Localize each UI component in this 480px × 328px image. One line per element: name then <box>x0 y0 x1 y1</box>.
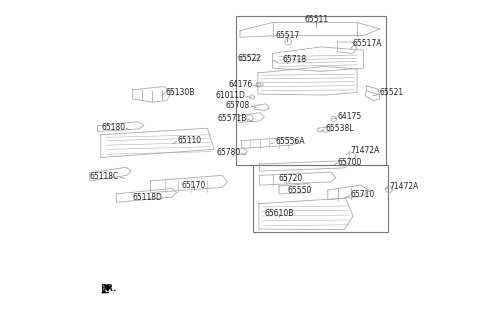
Text: FR.: FR. <box>100 284 117 293</box>
Text: 65718: 65718 <box>282 55 306 64</box>
Text: 65538L: 65538L <box>325 124 354 133</box>
Text: 65180: 65180 <box>101 123 126 132</box>
Text: 65517A: 65517A <box>352 39 382 48</box>
Text: 61011D: 61011D <box>216 91 246 100</box>
Text: 65556A: 65556A <box>275 137 305 146</box>
Text: 65610B: 65610B <box>264 209 294 218</box>
Text: 65511: 65511 <box>304 15 328 24</box>
Text: 64175: 64175 <box>337 113 362 121</box>
Text: 65517: 65517 <box>275 31 300 40</box>
Text: 65130B: 65130B <box>166 88 195 97</box>
Text: 65720: 65720 <box>278 174 302 183</box>
Text: 65118D: 65118D <box>132 193 162 202</box>
Bar <box>253 165 388 232</box>
Text: 65780: 65780 <box>216 148 240 157</box>
Text: 71472A: 71472A <box>350 147 380 155</box>
Text: 64176: 64176 <box>228 80 252 89</box>
Text: 65522: 65522 <box>237 54 261 63</box>
Text: 65118C: 65118C <box>90 172 119 181</box>
Text: 71472A: 71472A <box>390 182 419 191</box>
Text: 65110: 65110 <box>178 136 202 145</box>
Polygon shape <box>104 285 111 291</box>
Text: 65170: 65170 <box>182 181 206 190</box>
Text: 65571B: 65571B <box>217 114 247 123</box>
Bar <box>236 16 386 165</box>
Text: 65521: 65521 <box>380 88 404 97</box>
Text: 65550: 65550 <box>288 186 312 195</box>
Text: 65700: 65700 <box>337 158 362 167</box>
Text: 65710: 65710 <box>350 190 375 199</box>
Text: 65708: 65708 <box>226 101 250 110</box>
